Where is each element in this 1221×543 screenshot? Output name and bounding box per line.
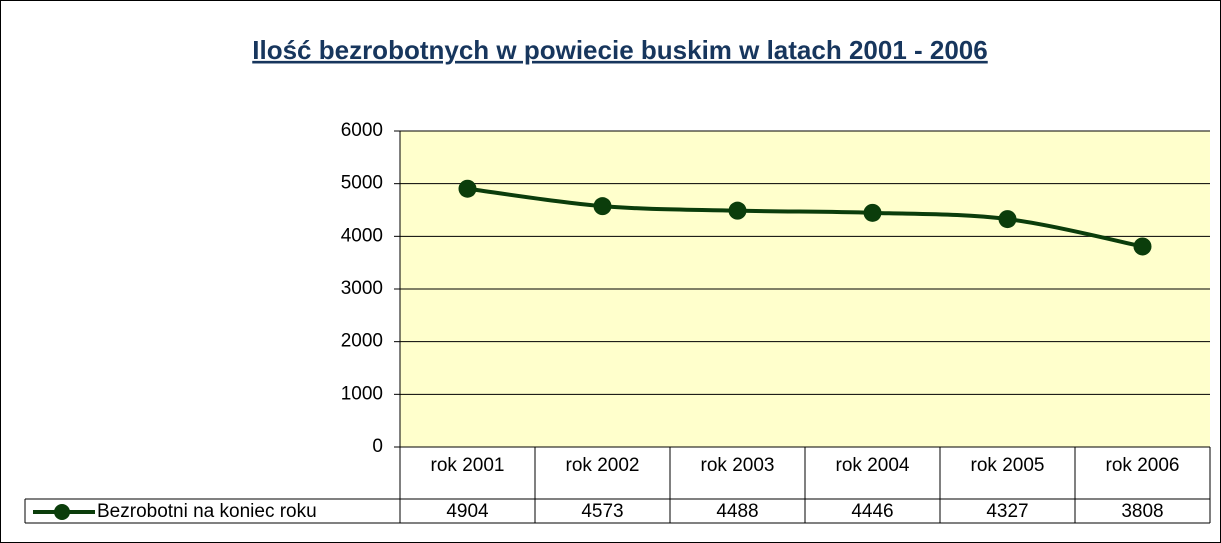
table-value: 4573 <box>581 501 623 522</box>
table-value: 4488 <box>716 501 758 522</box>
x-tick-label: rok 2004 <box>836 455 910 476</box>
y-tick-label: 1000 <box>341 383 383 404</box>
table-value: 4904 <box>446 501 489 522</box>
y-tick-label: 0 <box>372 436 383 457</box>
legend-key-marker <box>54 504 70 520</box>
y-tick-label: 3000 <box>341 278 383 299</box>
chart-title: Ilość bezrobotnych w powiecie buskim w l… <box>252 35 987 65</box>
table-value: 3808 <box>1121 501 1163 522</box>
marker <box>998 210 1017 229</box>
marker <box>1133 237 1152 256</box>
y-tick-label: 6000 <box>341 120 383 141</box>
legend-label: Bezrobotni na koniec roku <box>97 501 317 522</box>
marker <box>593 197 612 216</box>
series-line <box>467 186 1143 249</box>
x-tick-label: rok 2001 <box>431 455 505 476</box>
marker <box>728 201 747 220</box>
y-tick-label: 2000 <box>341 331 383 352</box>
x-tick-label: rok 2005 <box>971 455 1045 476</box>
marker <box>863 203 882 222</box>
table-value: 4446 <box>851 501 893 522</box>
table-value: 4327 <box>986 501 1028 522</box>
x-tick-label: rok 2002 <box>566 455 640 476</box>
x-tick-label: rok 2003 <box>701 455 775 476</box>
x-tick-label: rok 2006 <box>1106 455 1180 476</box>
marker <box>458 179 477 198</box>
y-tick-label: 4000 <box>341 225 383 246</box>
y-tick-label: 5000 <box>341 173 383 194</box>
